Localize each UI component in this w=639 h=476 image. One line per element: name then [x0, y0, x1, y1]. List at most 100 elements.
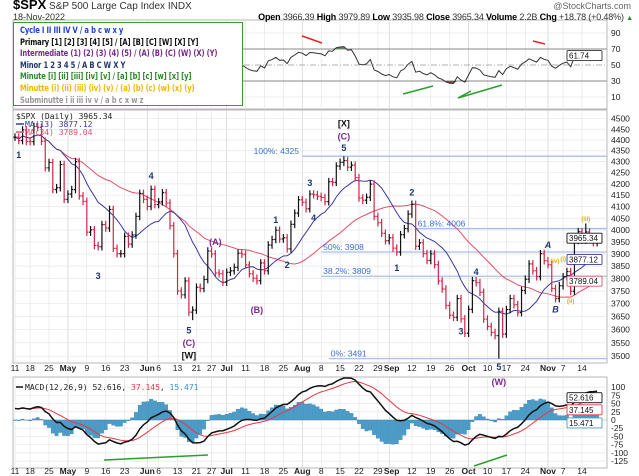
macd-histogram-bar [315, 406, 320, 421]
wave-label: B [552, 304, 559, 314]
date-tick-label: May [60, 466, 77, 476]
date-tick-label: 19 [426, 363, 436, 373]
macd-legend-name: MACD(12,26,9) [25, 383, 88, 392]
price-bar [198, 283, 202, 293]
price-bar [501, 307, 505, 338]
macd-tick-label: 25 [611, 407, 621, 417]
price-bar [141, 189, 146, 204]
date-tick-label: 25 [279, 363, 289, 373]
macd-tick-label: -75 [611, 440, 624, 450]
date-tick-label: 14 [577, 363, 587, 373]
macd-histogram-bar [205, 419, 210, 421]
price-bar [327, 177, 331, 206]
macd-divergence-line [103, 454, 209, 461]
price-bar [209, 247, 214, 258]
price-tick-label: 4300 [611, 157, 630, 167]
macd-value-tag: 52.616 [569, 394, 594, 403]
macd-histogram-bar [258, 413, 263, 421]
ma13-legend: MA(13) 3877.12 [25, 120, 93, 129]
macd-histogram-bar [500, 419, 505, 421]
price-bar [334, 162, 338, 187]
wave-label: (iii) [581, 217, 590, 223]
change-label: Chg [539, 12, 557, 22]
date-tick-label: May [60, 363, 77, 373]
price-bar [191, 306, 195, 321]
date-tick-label: 18 [260, 466, 270, 476]
price-bar [281, 234, 285, 243]
macd-tick-label: -100 [611, 448, 628, 458]
price-bar [179, 287, 183, 299]
date-tick-label: 12 [407, 466, 417, 476]
price-tick-label: 3700 [611, 299, 630, 309]
date-tick-label: 7 [561, 466, 566, 476]
date-tick-label: 23 [120, 363, 130, 373]
macd-histogram-bar [349, 413, 354, 421]
date-tick-label: 15 [335, 363, 345, 373]
macd-histogram-bar [134, 412, 138, 421]
date-tick-label: Jun [140, 363, 155, 373]
legend-primary: Primary [1] [2] [3] [4] [5] / [A] [B] [C… [20, 36, 199, 48]
date-tick-label: 27 [207, 363, 217, 373]
grid-lines [12, 19, 608, 469]
date-tick-label: 27 [207, 466, 217, 476]
price-bar [278, 226, 282, 243]
date-tick-label: 9 [84, 466, 89, 476]
macd-histogram-bar [383, 419, 388, 444]
price-bar [553, 284, 558, 303]
wave-label: (B) [251, 305, 264, 315]
ma34-value-tag-box [566, 275, 603, 287]
wave-label: (A) [209, 237, 222, 247]
macd-histogram-bar [96, 419, 101, 439]
price-bar [240, 249, 244, 258]
wave-label: 4 [474, 267, 479, 277]
macd-histogram-bar [247, 411, 252, 421]
rsi-tick-label: 90 [611, 28, 621, 38]
macd-histogram-bar [100, 419, 104, 434]
macd-histogram-bar [451, 419, 456, 439]
exchange: INDX [167, 1, 192, 12]
price-bar [138, 189, 142, 221]
date-tick-label: 16 [101, 363, 111, 373]
price-bar [225, 268, 229, 286]
macd-histogram-bar [391, 419, 395, 445]
price-bar [383, 229, 388, 245]
macd-histogram-bar [519, 407, 524, 421]
price-bar [187, 277, 191, 316]
macd-histogram-bar [232, 411, 237, 421]
price-bar [213, 250, 217, 277]
date-tick-label: 26 [445, 363, 455, 373]
macd-histogram-bar [546, 401, 550, 421]
macd-histogram-bar [474, 416, 479, 421]
macd-histogram-bar [398, 419, 403, 440]
price-bar [338, 158, 342, 170]
price-bar [157, 198, 161, 209]
signal-value-tag: 37.145 [569, 406, 594, 415]
price-bar [342, 156, 346, 167]
macd-histogram-bar [202, 419, 206, 430]
price-bar [266, 241, 270, 275]
close-label: Close [426, 12, 450, 22]
price-bar [134, 212, 138, 239]
ma34-line [14, 134, 598, 298]
macd-tick-label: 0 [611, 415, 616, 425]
macd-histogram-bar [221, 415, 225, 421]
wave-label: 1 [394, 263, 399, 273]
legend-cycle: Cycle I II III IV V / a b c w x y [20, 25, 124, 36]
price-bar [531, 260, 535, 275]
macd-histogram-bar [39, 419, 44, 421]
price-bar [376, 212, 380, 227]
date-tick-label: Aug [294, 466, 311, 476]
price-bar [111, 205, 115, 253]
date-tick-label: 21 [192, 466, 202, 476]
price-bar [561, 272, 565, 290]
price-bar [361, 194, 365, 205]
macd-histogram-bar [228, 412, 233, 421]
date-tick-label: 21 [192, 363, 202, 373]
macd-histogram-bar [43, 419, 48, 426]
date-tick-label: Aug [294, 363, 311, 373]
wave-label: (C) [338, 131, 351, 141]
price-tick-label: 4350 [611, 146, 630, 156]
macd-histogram-bar [508, 411, 513, 421]
legend-intermediate: Intermediate (1) (2) (3) (4) (5) / (A) (… [20, 48, 218, 60]
legend-minutte: Minutte (i) (ii) (iii) (iv) (v) / (a) (b… [20, 82, 195, 94]
